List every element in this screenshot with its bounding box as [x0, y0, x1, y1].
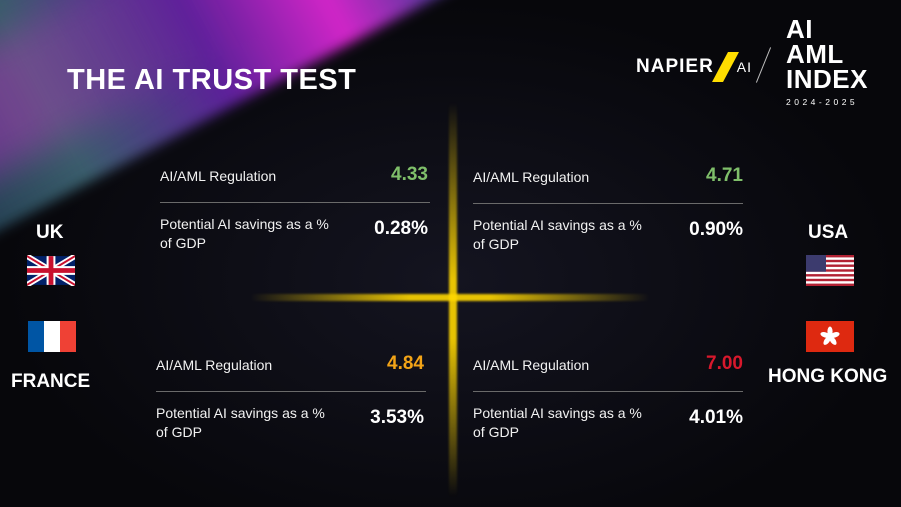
page-title: THE AI TRUST TEST: [67, 64, 357, 96]
napier-logo-ai: AI: [736, 59, 753, 75]
country-usa-label: USA: [808, 222, 849, 243]
index-line-3: INDEX: [786, 64, 868, 94]
panel-uk: AI/AML Regulation 4.33 Potential AI savi…: [160, 160, 430, 255]
panel-divider: [473, 203, 743, 204]
regulation-row: AI/AML Regulation 7.00: [473, 349, 743, 385]
savings-row: Potential AI savings as a % of GDP 0.90%: [473, 216, 743, 256]
cross-horizontal-line: [250, 294, 650, 301]
savings-label: Potential AI savings as a % of GDP: [160, 216, 329, 251]
logo-divider: [755, 47, 772, 83]
panel-divider: [473, 391, 743, 392]
napier-ai-logo: NAPIER AI: [636, 52, 752, 82]
savings-label: Potential AI savings as a % of GDP: [473, 405, 642, 440]
hong-kong-flag-icon: [806, 321, 854, 352]
index-line-1: AI: [786, 14, 813, 44]
panel-france: AI/AML Regulation 4.84 Potential AI savi…: [156, 349, 426, 444]
regulation-row: AI/AML Regulation 4.84: [156, 349, 426, 385]
savings-label: Potential AI savings as a % of GDP: [473, 217, 642, 252]
usa-flag-icon: [806, 255, 854, 286]
index-line-2: AML: [786, 39, 844, 69]
regulation-label: AI/AML Regulation: [473, 169, 590, 185]
uk-flag-icon: [27, 255, 75, 286]
savings-value: 0.28%: [374, 218, 428, 239]
panel-usa: AI/AML Regulation 4.71 Potential AI savi…: [473, 161, 743, 256]
napier-logo-text: NAPIER: [636, 56, 714, 77]
savings-row: Potential AI savings as a % of GDP 4.01%: [473, 404, 743, 444]
regulation-value: 4.71: [706, 165, 743, 186]
regulation-value: 4.33: [391, 164, 428, 185]
ai-aml-index-logo: AI AML INDEX 2024-2025: [786, 14, 886, 108]
regulation-value: 7.00: [706, 353, 743, 374]
regulation-row: AI/AML Regulation 4.71: [473, 161, 743, 197]
panel-divider: [160, 202, 430, 203]
savings-value: 0.90%: [689, 219, 743, 240]
regulation-row: AI/AML Regulation 4.33: [160, 160, 430, 196]
france-flag-icon: [28, 321, 76, 352]
index-years: 2024-2025: [786, 97, 859, 107]
panel-divider: [156, 391, 426, 392]
country-uk-label: UK: [36, 222, 64, 243]
savings-value: 3.53%: [370, 407, 424, 428]
regulation-value: 4.84: [387, 353, 424, 374]
country-hong-kong-label: HONG KONG: [768, 366, 888, 387]
regulation-label: AI/AML Regulation: [156, 357, 273, 373]
savings-value: 4.01%: [689, 407, 743, 428]
savings-row: Potential AI savings as a % of GDP 0.28%: [160, 215, 430, 255]
savings-row: Potential AI savings as a % of GDP 3.53%: [156, 404, 426, 444]
regulation-label: AI/AML Regulation: [160, 168, 277, 184]
regulation-label: AI/AML Regulation: [473, 357, 590, 373]
napier-slash-mark: [711, 52, 739, 82]
country-france-label: FRANCE: [11, 371, 91, 392]
savings-label: Potential AI savings as a % of GDP: [156, 405, 325, 440]
panel-hong-kong: AI/AML Regulation 7.00 Potential AI savi…: [473, 349, 743, 444]
